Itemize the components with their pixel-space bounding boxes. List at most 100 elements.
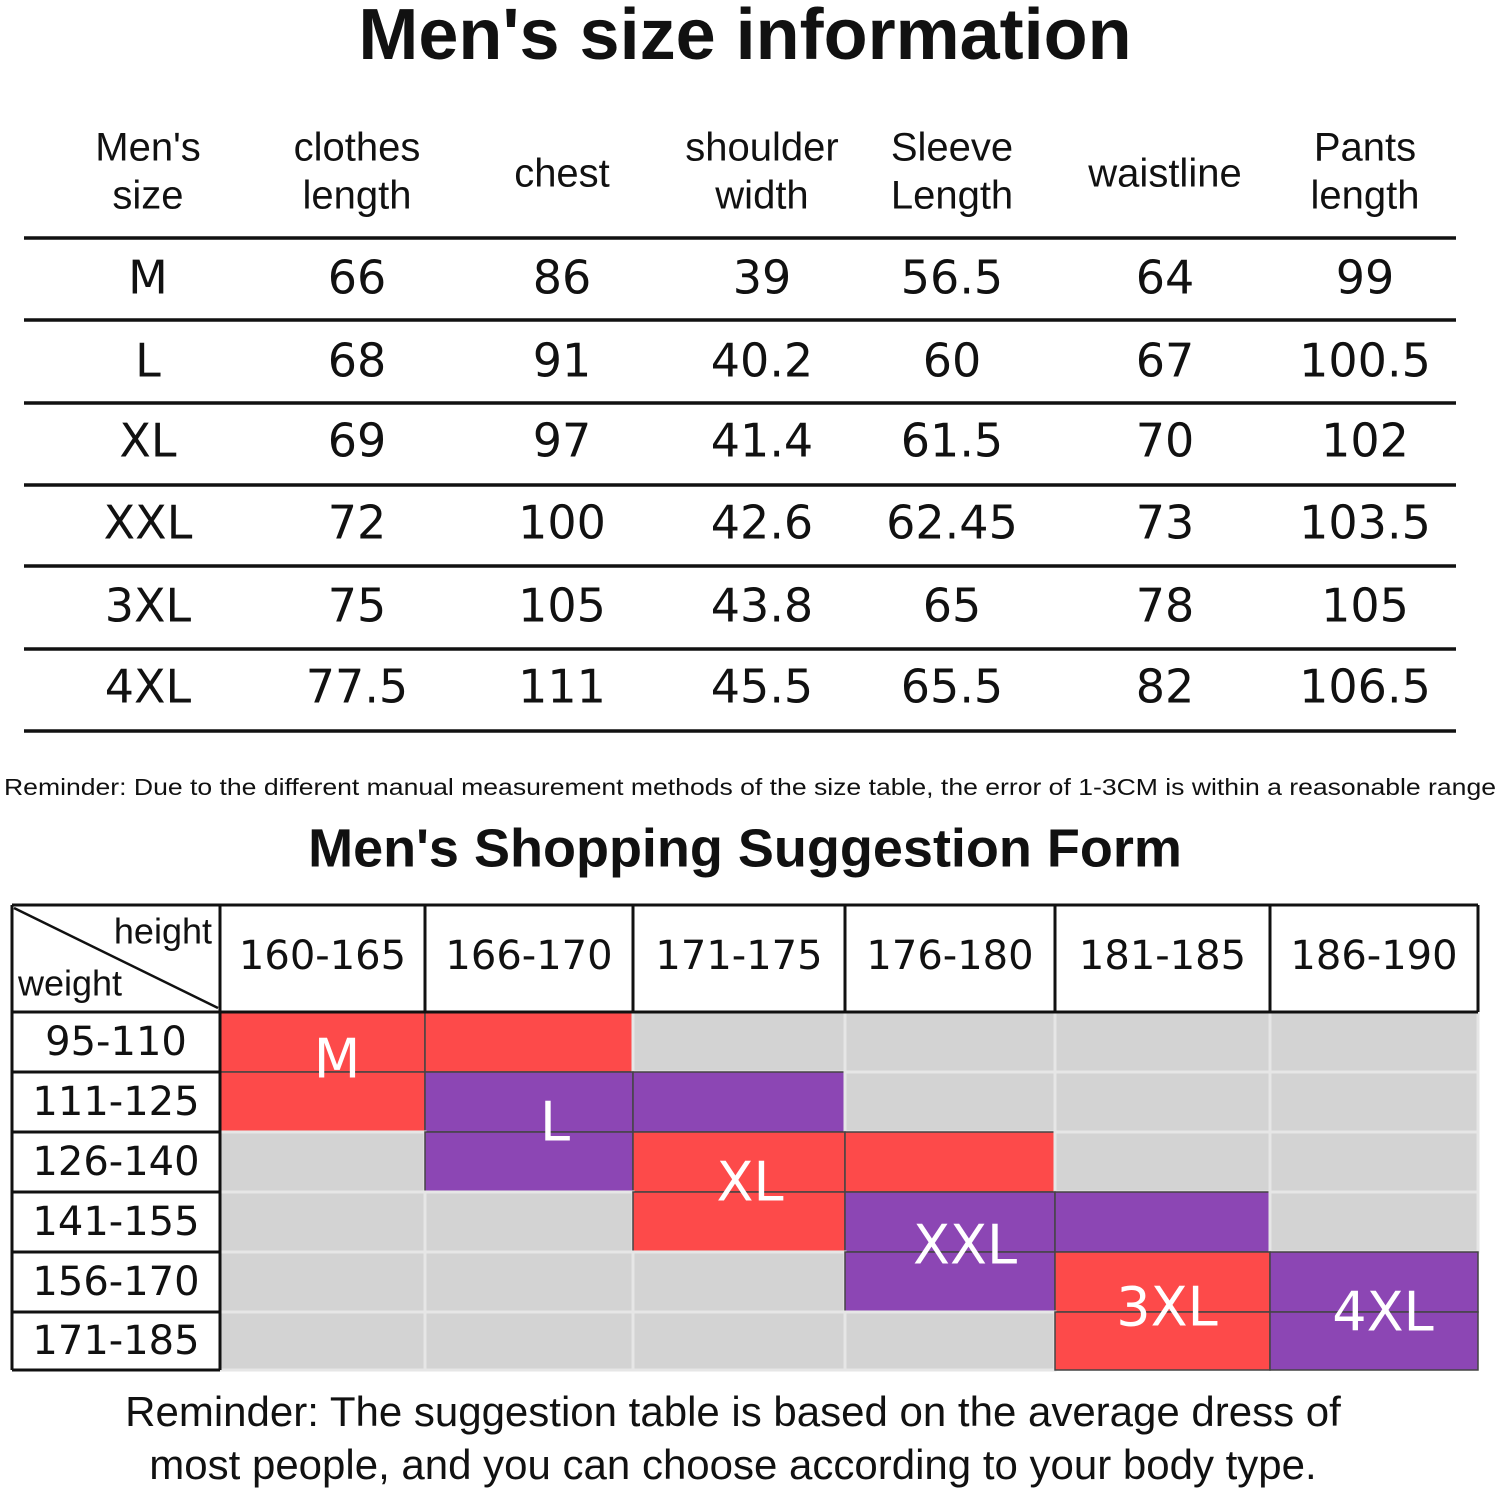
table-cell: 65.5	[901, 660, 1003, 714]
size-cell	[1268, 1190, 1480, 1254]
size-label: 4XL	[1332, 1281, 1433, 1344]
size-cell	[423, 1310, 635, 1372]
table-cell: 82	[1136, 660, 1195, 714]
weight-range: 111-125	[32, 1079, 199, 1125]
corner-height: height	[114, 911, 212, 952]
column-header: shoulder	[685, 126, 838, 170]
table-cell: L	[135, 334, 161, 388]
size-cell	[632, 1191, 846, 1253]
column-header: length	[1311, 174, 1420, 218]
weight-range: 141-155	[32, 1199, 199, 1245]
size-cell	[1268, 1130, 1480, 1194]
corner-diagonal	[13, 906, 219, 1010]
size-cell	[631, 1310, 847, 1372]
table-cell: XL	[119, 414, 177, 468]
height-range: 166-170	[445, 933, 612, 979]
table-cell: 65	[923, 579, 982, 633]
size-cell	[1268, 1010, 1480, 1074]
table-cell: 39	[733, 251, 792, 305]
table-cell: 78	[1136, 579, 1195, 633]
size-cell	[218, 1310, 427, 1372]
weight-range: 171-185	[32, 1318, 199, 1364]
table-cell: 68	[328, 334, 387, 388]
size-cell	[218, 1130, 427, 1194]
size-cell	[844, 1191, 1056, 1253]
form-title: Men's Shopping Suggestion Form	[308, 818, 1182, 878]
table-cell: 99	[1336, 251, 1395, 305]
form-reminder: most people, and you can choose accordin…	[149, 1441, 1316, 1488]
size-cell	[1053, 1010, 1272, 1074]
column-header: Men's	[95, 126, 200, 170]
column-header: Pants	[1314, 126, 1416, 170]
column-header: size	[112, 174, 183, 218]
size-title: Men's size information	[358, 0, 1131, 75]
size-reminder: Reminder: Due to the different manual me…	[4, 774, 1496, 800]
size-cell	[1054, 1251, 1271, 1313]
height-range: 186-190	[1290, 933, 1457, 979]
table-cell: 100.5	[1299, 334, 1431, 388]
table-cell: 40.2	[711, 334, 813, 388]
size-cell	[424, 1011, 634, 1073]
height-range: 176-180	[866, 933, 1033, 979]
size-cell	[843, 1010, 1057, 1074]
column-header: clothes	[294, 126, 421, 170]
height-range: 160-165	[239, 933, 406, 979]
size-cell	[844, 1131, 1056, 1193]
table-cell: 91	[533, 334, 592, 388]
size-label: XL	[716, 1151, 783, 1214]
table-cell: 3XL	[105, 579, 192, 633]
size-cell	[1054, 1191, 1271, 1253]
table-cell: 106.5	[1299, 660, 1431, 714]
column-header: chest	[514, 152, 610, 196]
corner-weight: weight	[17, 963, 122, 1004]
table-cell: 4XL	[105, 660, 192, 714]
table-cell: 105	[518, 579, 606, 633]
table-cell: 97	[533, 414, 592, 468]
column-header: width	[714, 174, 808, 218]
size-cell	[218, 1190, 427, 1254]
table-cell: 42.6	[711, 496, 813, 550]
table-cell: 103.5	[1299, 496, 1431, 550]
column-header: Sleeve	[891, 126, 1013, 170]
size-cell	[843, 1310, 1057, 1372]
size-cell	[423, 1190, 635, 1254]
height-range: 181-185	[1079, 933, 1246, 979]
table-cell: 72	[328, 496, 387, 550]
column-header: waistline	[1087, 152, 1241, 196]
header-row-bg	[12, 905, 1478, 1012]
size-cell	[424, 1071, 634, 1133]
weight-range: 156-170	[32, 1259, 199, 1305]
table-cell: 102	[1321, 414, 1409, 468]
form-reminder: Reminder: The suggestion table is based …	[125, 1388, 1341, 1435]
size-cell	[844, 1251, 1056, 1313]
size-label: L	[540, 1091, 570, 1154]
size-cell	[843, 1070, 1057, 1134]
size-cell	[423, 1250, 635, 1314]
size-cell	[424, 1131, 634, 1193]
table-cell: 45.5	[711, 660, 813, 714]
table-cell: 86	[533, 251, 592, 305]
height-range: 171-175	[655, 933, 822, 979]
size-cell	[1053, 1070, 1272, 1134]
size-cell	[1268, 1070, 1480, 1134]
table-cell: 43.8	[711, 579, 813, 633]
table-cell: 70	[1136, 414, 1195, 468]
table-cell: 61.5	[901, 414, 1003, 468]
size-label: XXL	[913, 1214, 1017, 1277]
table-cell: 77.5	[306, 660, 408, 714]
table-cell: 60	[923, 334, 982, 388]
size-label: M	[314, 1028, 361, 1091]
table-cell: 67	[1136, 334, 1195, 388]
table-cell: M	[128, 251, 168, 305]
table-cell: 111	[518, 660, 606, 714]
table-cell: XXL	[104, 496, 193, 550]
table-cell: 66	[328, 251, 387, 305]
table-cell: 56.5	[901, 251, 1003, 305]
table-cell: 41.4	[711, 414, 813, 468]
table-cell: 75	[328, 579, 387, 633]
size-cell	[631, 1010, 847, 1074]
size-cell	[218, 1250, 427, 1314]
table-cell: 73	[1136, 496, 1195, 550]
weight-range: 95-110	[45, 1019, 187, 1065]
